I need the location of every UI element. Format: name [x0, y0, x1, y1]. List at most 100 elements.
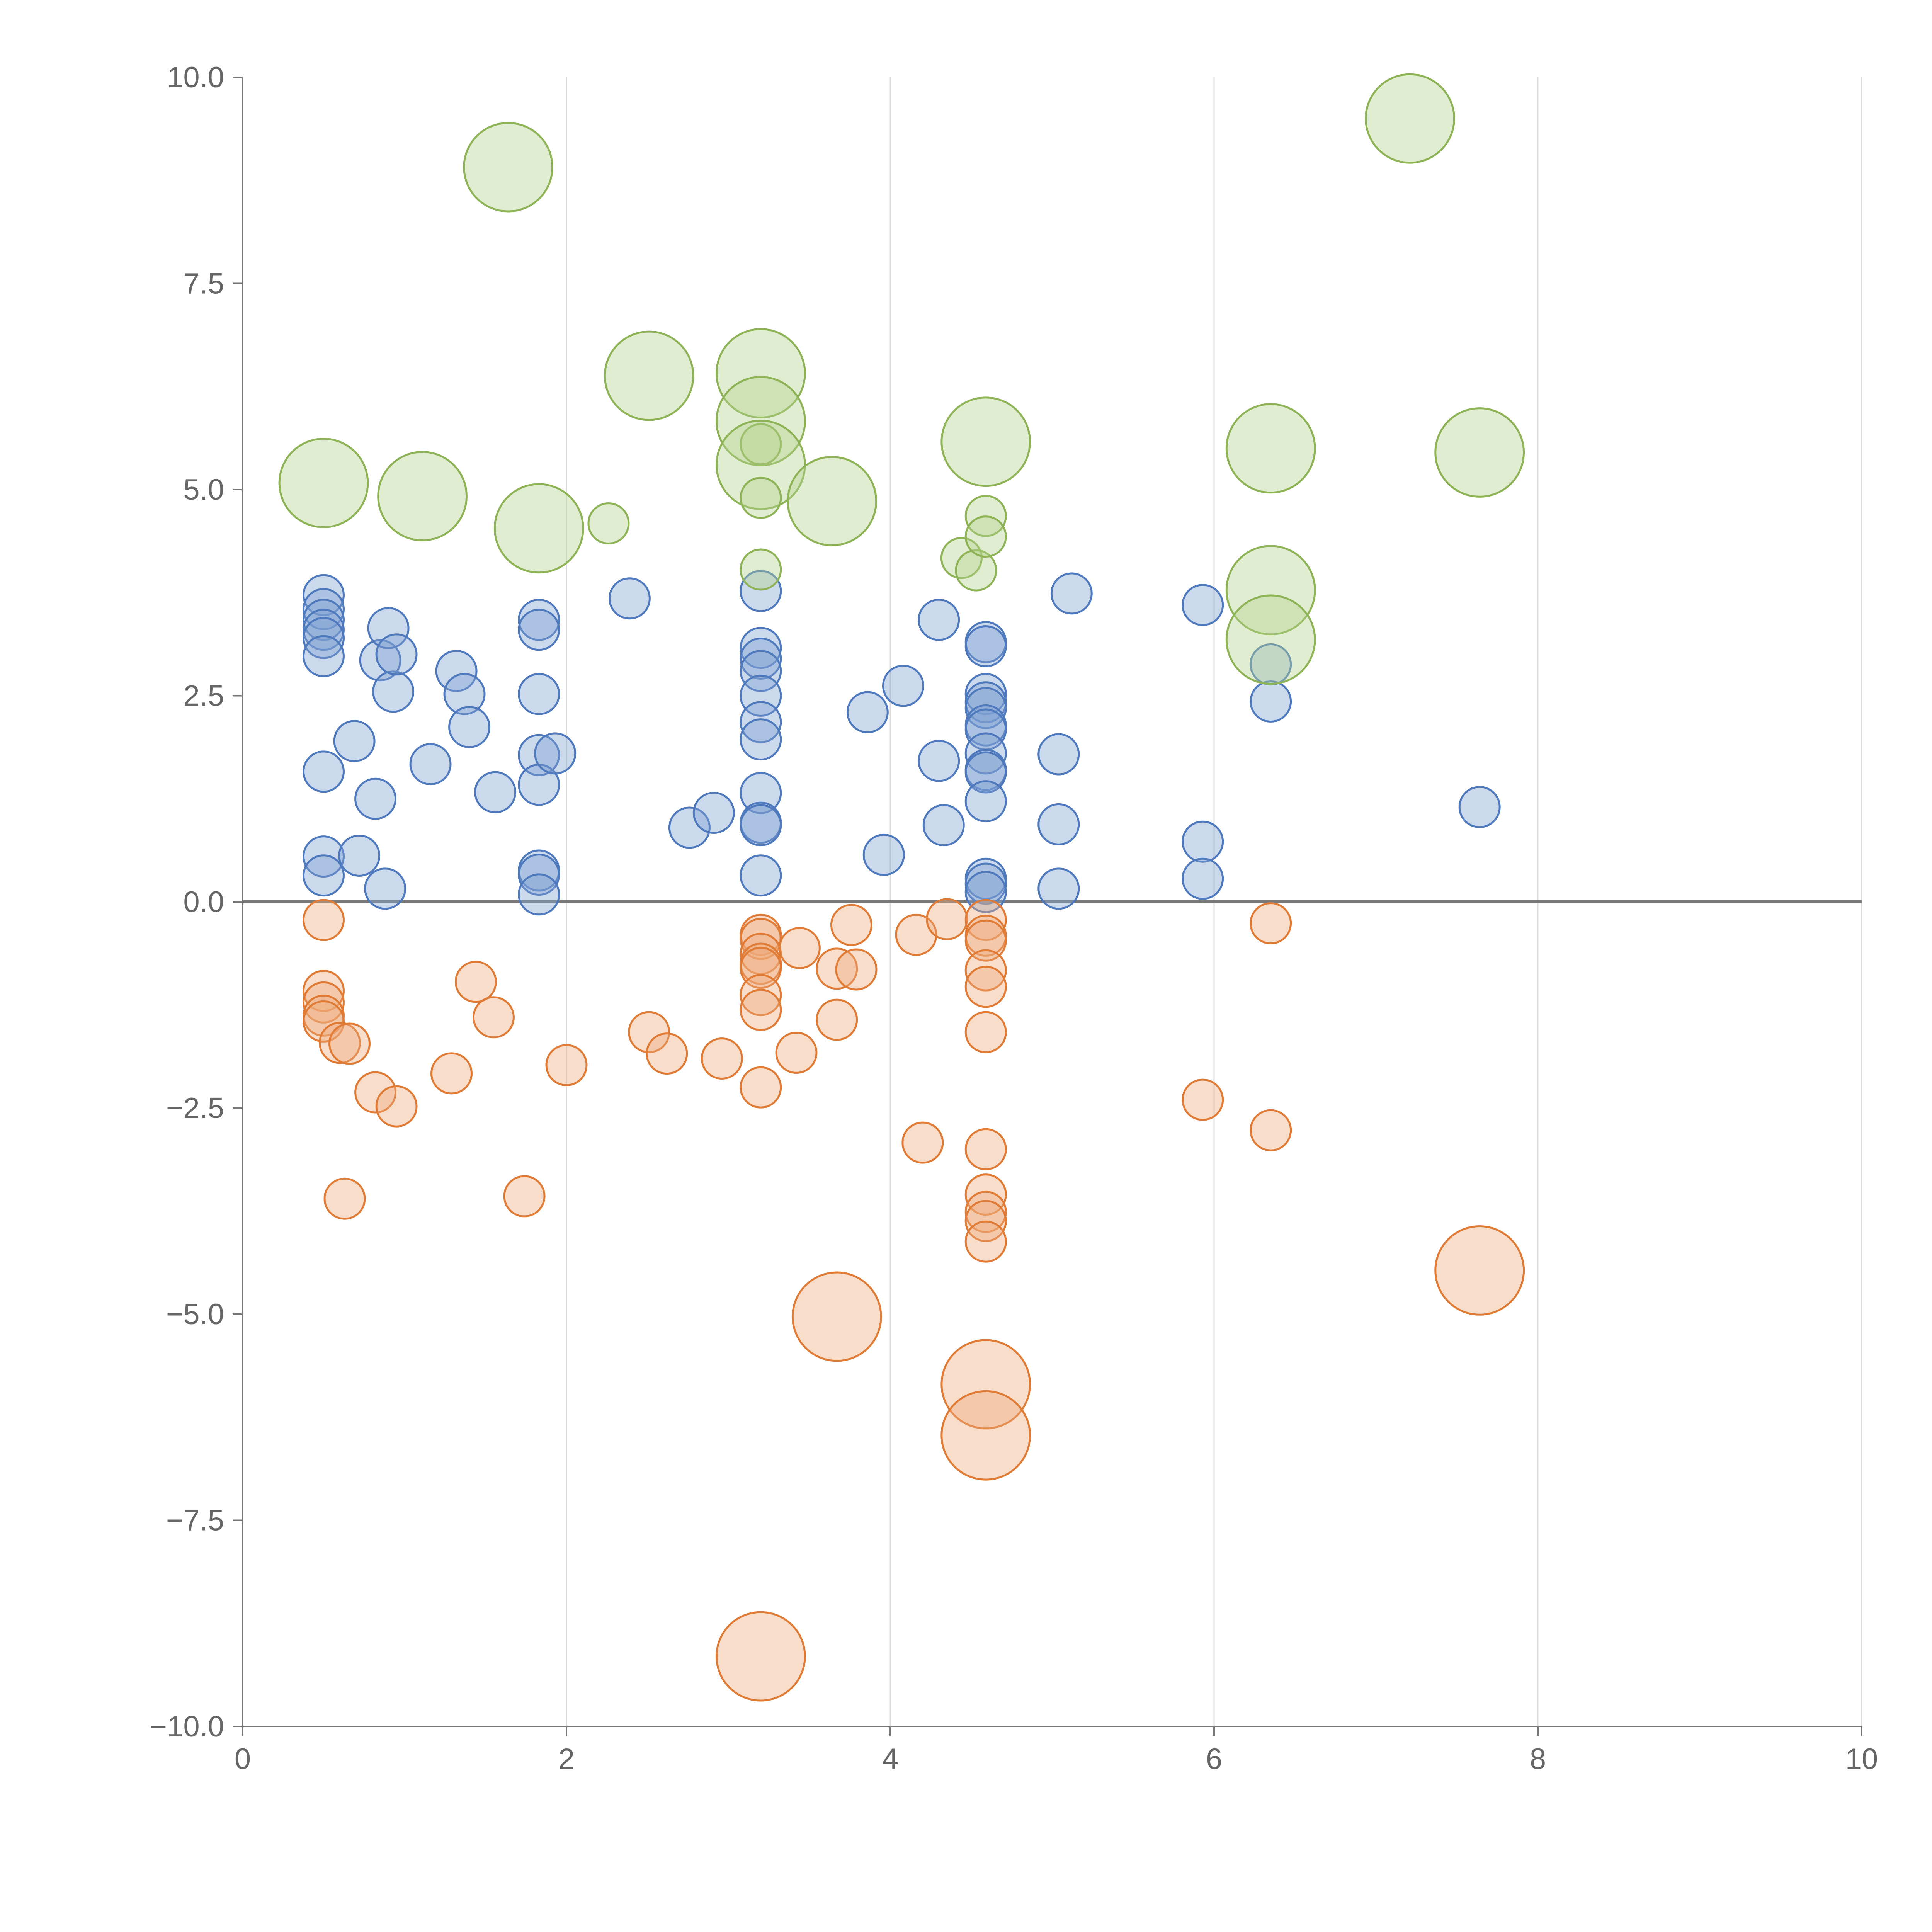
- point-orange-36: [926, 898, 968, 940]
- point-blue-39: [740, 701, 782, 743]
- y-tick-label-8: 10.0: [167, 61, 224, 94]
- point-orange-25: [740, 1066, 782, 1109]
- series-blue: [303, 570, 1501, 916]
- point-blue-23: [518, 609, 560, 651]
- point-orange-39: [964, 919, 1007, 962]
- point-blue-35: [740, 627, 782, 669]
- point-blue-4: [303, 617, 345, 659]
- point-blue-69: [1182, 584, 1224, 626]
- point-orange-23: [740, 974, 782, 1016]
- point-blue-33: [692, 792, 735, 834]
- point-blue-73: [1250, 680, 1292, 723]
- point-blue-5: [303, 635, 345, 677]
- point-blue-29: [518, 873, 560, 916]
- point-orange-32: [830, 904, 872, 946]
- point-orange-47: [964, 1220, 1007, 1263]
- point-orange-49: [940, 1390, 1031, 1481]
- point-orange-9: [375, 1085, 418, 1128]
- point-orange-5: [318, 1022, 361, 1064]
- point-orange-45: [964, 1190, 1007, 1233]
- y-tick-label-5: 2.5: [183, 680, 224, 713]
- x-tick-label-1: 2: [558, 1743, 575, 1776]
- point-orange-48: [940, 1339, 1031, 1430]
- point-orange-10: [430, 1052, 473, 1095]
- point-green-8: [740, 423, 782, 466]
- point-blue-9: [333, 720, 376, 762]
- point-blue-47: [882, 665, 925, 707]
- point-orange-41: [964, 966, 1007, 1008]
- point-blue-11: [354, 777, 397, 820]
- y-tick-label-2: −5.0: [166, 1298, 224, 1331]
- data-points: [278, 73, 1525, 1702]
- point-blue-16: [375, 633, 418, 676]
- point-orange-40: [964, 949, 1007, 992]
- point-blue-8: [303, 854, 345, 897]
- point-orange-33: [835, 948, 878, 991]
- point-blue-55: [964, 687, 1007, 730]
- point-blue-60: [964, 751, 1007, 794]
- point-blue-37: [740, 650, 782, 692]
- point-blue-17: [409, 743, 452, 786]
- y-tick-label-0: −10.0: [150, 1710, 224, 1743]
- point-blue-68: [1050, 572, 1093, 615]
- point-green-21: [1365, 73, 1455, 164]
- point-orange-34: [895, 913, 937, 956]
- point-orange-1: [303, 969, 345, 1012]
- point-orange-12: [472, 996, 515, 1039]
- point-blue-61: [964, 780, 1007, 823]
- point-blue-49: [918, 740, 960, 782]
- point-orange-11: [454, 961, 497, 1003]
- point-blue-15: [372, 670, 415, 713]
- point-green-17: [964, 515, 1007, 558]
- point-green-11: [740, 548, 782, 591]
- point-orange-14: [545, 1044, 588, 1087]
- point-blue-12: [359, 639, 401, 682]
- y-tick-label-1: −7.5: [166, 1504, 224, 1537]
- point-blue-31: [608, 577, 651, 620]
- point-blue-20: [448, 706, 491, 748]
- series-green: [278, 73, 1525, 685]
- point-blue-67: [1037, 867, 1080, 910]
- x-tick-label-5: 10: [1845, 1743, 1878, 1776]
- point-orange-42: [964, 1011, 1007, 1053]
- y-tick-label-4: 0.0: [183, 886, 224, 918]
- point-orange-50: [1182, 1078, 1224, 1121]
- point-blue-43: [740, 804, 782, 847]
- point-green-5: [604, 330, 694, 421]
- point-green-20: [1225, 594, 1316, 685]
- point-blue-6: [303, 750, 345, 793]
- point-blue-10: [338, 834, 381, 877]
- point-orange-35: [901, 1121, 944, 1164]
- point-blue-70: [1182, 820, 1224, 863]
- point-orange-51: [1250, 902, 1292, 944]
- point-orange-7: [328, 1022, 371, 1065]
- y-tick-label-3: −2.5: [166, 1092, 224, 1125]
- point-blue-21: [474, 771, 517, 813]
- point-orange-43: [964, 1128, 1007, 1170]
- point-blue-13: [364, 867, 406, 910]
- point-blue-34: [740, 570, 782, 612]
- y-tick-label-6: 5.0: [183, 473, 224, 506]
- point-blue-71: [1182, 857, 1224, 900]
- point-blue-66: [1037, 803, 1080, 845]
- point-blue-14: [367, 607, 410, 650]
- x-tick-label-3: 6: [1206, 1743, 1222, 1776]
- series-orange: [303, 898, 1525, 1702]
- point-green-12: [787, 456, 878, 546]
- point-orange-24: [740, 989, 782, 1031]
- point-green-22: [1434, 407, 1525, 498]
- point-green-14: [955, 549, 997, 592]
- point-blue-48: [918, 599, 960, 641]
- point-green-9: [715, 420, 806, 510]
- point-blue-0: [303, 574, 345, 616]
- x-tick-label-0: 0: [235, 1743, 251, 1776]
- point-green-2: [463, 122, 554, 213]
- point-orange-15: [628, 1011, 670, 1053]
- point-orange-2: [303, 981, 345, 1024]
- point-blue-44: [740, 854, 782, 897]
- point-green-3: [493, 483, 584, 574]
- point-orange-0: [303, 899, 345, 941]
- point-orange-8: [354, 1071, 397, 1114]
- point-blue-65: [1037, 733, 1080, 776]
- point-blue-41: [740, 772, 782, 814]
